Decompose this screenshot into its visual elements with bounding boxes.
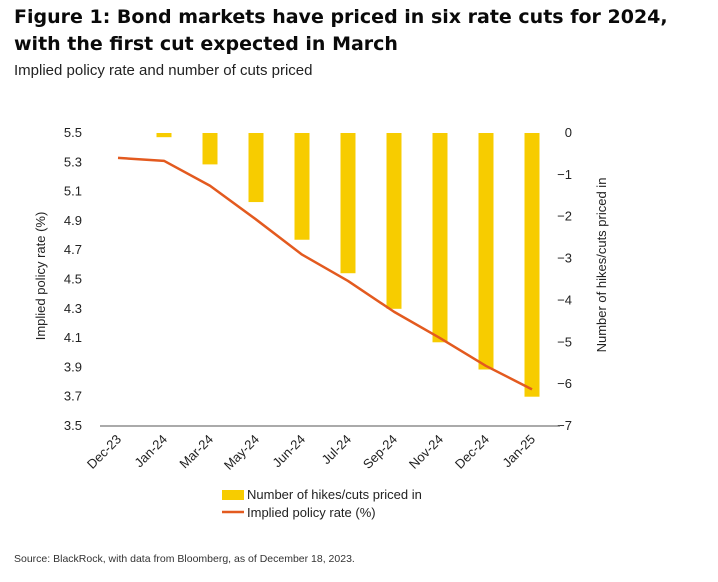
right-tick-label: 0 bbox=[565, 125, 572, 140]
legend-label-bars: Number of hikes/cuts priced in bbox=[247, 487, 422, 502]
x-tick-label: Dec-23 bbox=[84, 432, 124, 472]
left-tick-label: 5.3 bbox=[64, 154, 82, 169]
bar-series bbox=[156, 133, 540, 397]
left-tick-label: 4.7 bbox=[64, 242, 82, 257]
x-tick-label: May-24 bbox=[221, 432, 262, 473]
bar bbox=[202, 133, 218, 165]
left-tick-label: 4.9 bbox=[64, 213, 82, 228]
legend: Number of hikes/cuts priced in Implied p… bbox=[222, 487, 422, 520]
right-tick-label: −3 bbox=[557, 251, 572, 266]
x-tick-label: Jan-25 bbox=[499, 432, 538, 471]
bar bbox=[156, 133, 172, 138]
left-axis-ticks: 5.5 5.3 5.1 4.9 4.7 4.5 4.3 4.1 3.9 3.7 3.5 bbox=[64, 125, 82, 433]
left-tick-label: 3.7 bbox=[64, 389, 82, 404]
right-tick-label: −7 bbox=[557, 418, 572, 433]
left-tick-label: 3.5 bbox=[64, 418, 82, 433]
legend-swatch-bars bbox=[222, 490, 244, 500]
bar bbox=[432, 133, 448, 343]
left-tick-label: 4.3 bbox=[64, 301, 82, 316]
right-tick-label: −5 bbox=[557, 334, 572, 349]
right-tick-label: −4 bbox=[557, 292, 572, 307]
x-tick-label: Jan-24 bbox=[131, 432, 170, 471]
x-tick-label: Jul-24 bbox=[318, 432, 354, 468]
left-tick-label: 5.5 bbox=[64, 125, 82, 140]
x-axis-ticks: Dec-23 Jan-24 Mar-24 May-24 Jun-24 Jul-24 Sep-… bbox=[84, 432, 538, 473]
bar bbox=[478, 133, 494, 370]
policy-rate-line bbox=[117, 156, 533, 391]
x-tick-label: Nov-24 bbox=[406, 432, 446, 472]
right-axis-title: Number of hikes/cuts priced in bbox=[594, 178, 609, 353]
left-tick-label: 5.1 bbox=[64, 184, 82, 199]
bar bbox=[340, 133, 356, 274]
right-tick-label: −6 bbox=[557, 376, 572, 391]
left-tick-label: 4.5 bbox=[64, 272, 82, 287]
left-axis-title: Implied policy rate (%) bbox=[33, 212, 48, 341]
x-tick-label: Mar-24 bbox=[176, 432, 216, 472]
source-note: Source: BlackRock, with data from Bloomb… bbox=[14, 553, 355, 565]
x-tick-label: Sep-24 bbox=[360, 432, 400, 472]
right-tick-label: −1 bbox=[557, 167, 572, 182]
bar bbox=[248, 133, 264, 203]
bar bbox=[386, 133, 402, 309]
right-tick-label: −2 bbox=[557, 209, 572, 224]
x-tick-label: Dec-24 bbox=[452, 432, 492, 472]
left-tick-label: 3.9 bbox=[64, 359, 82, 374]
chart-title: Figure 1: Bond markets have priced in si… bbox=[14, 6, 668, 55]
bar bbox=[524, 133, 540, 397]
left-tick-label: 4.1 bbox=[64, 330, 82, 345]
legend-label-line: Implied policy rate (%) bbox=[247, 505, 376, 520]
x-tick-label: Jun-24 bbox=[269, 432, 308, 471]
line-series bbox=[117, 156, 533, 391]
chart-subtitle: Implied policy rate and number of cuts p… bbox=[14, 62, 313, 79]
right-axis-ticks: 0 −1 −2 −3 −4 −5 −6 −7 bbox=[557, 125, 572, 433]
bar bbox=[294, 133, 310, 240]
